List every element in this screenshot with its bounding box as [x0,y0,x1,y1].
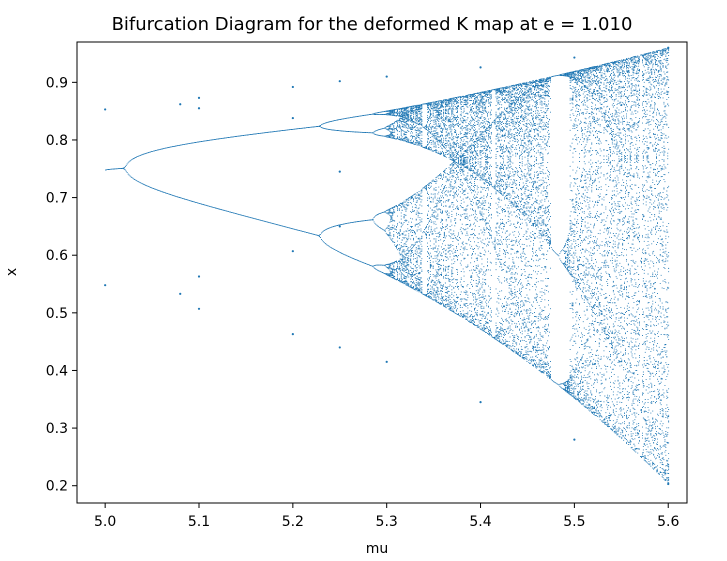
scatter-point [385,75,388,78]
scatter-point [338,80,341,83]
scatter-point [667,46,670,49]
y-axis: 0.2 0.3 0.4 0.5 0.6 0.7 0.8 0.9 [46,75,77,495]
scatter-points-layer [104,46,670,486]
y-tick-label: 0.3 [46,421,68,437]
y-tick-label: 0.4 [46,363,68,379]
x-tick-label: 5.6 [657,514,679,530]
y-axis-label: x [4,268,20,276]
scatter-point [179,103,182,106]
y-tick-label: 0.7 [46,191,68,207]
y-tick-label: 0.6 [46,248,68,264]
scatter-point [479,401,482,404]
x-axis-label: mu [366,541,389,557]
scatter-point [385,360,388,363]
scatter-point [338,170,341,173]
scatter-point [104,284,107,287]
y-tick-label: 0.2 [46,479,68,495]
scatter-point [291,250,294,253]
y-tick-label: 0.8 [46,133,68,149]
x-tick-label: 5.2 [282,514,304,530]
scatter-point [667,482,670,486]
x-axis: 5.0 5.1 5.2 5.3 5.4 5.5 5.6 [94,503,679,530]
scatter-point [338,225,341,228]
x-tick-label: 5.0 [94,514,116,530]
scatter-point [573,56,576,59]
y-tick-label: 0.9 [46,75,68,91]
y-tick-label: 0.5 [46,306,68,322]
scatter-point [197,275,201,278]
scatter-point [197,96,201,99]
scatter-point [197,307,201,310]
scatter-point [338,346,341,349]
scatter-point [179,292,182,295]
scatter-point [104,108,107,111]
x-tick-label: 5.3 [376,514,398,530]
chart-title: Bifurcation Diagram for the deformed K m… [112,14,633,35]
bifurcation-points [105,47,670,485]
scatter-point [479,66,482,69]
x-tick-label: 5.4 [469,514,491,530]
x-tick-label: 5.5 [563,514,585,530]
scatter-point [291,333,294,336]
scatter-point [573,438,576,441]
scatter-point [197,107,201,110]
x-tick-label: 5.1 [188,514,210,530]
scatter-point [291,116,294,120]
scatter-point [291,85,294,89]
plot-frame [76,41,688,504]
